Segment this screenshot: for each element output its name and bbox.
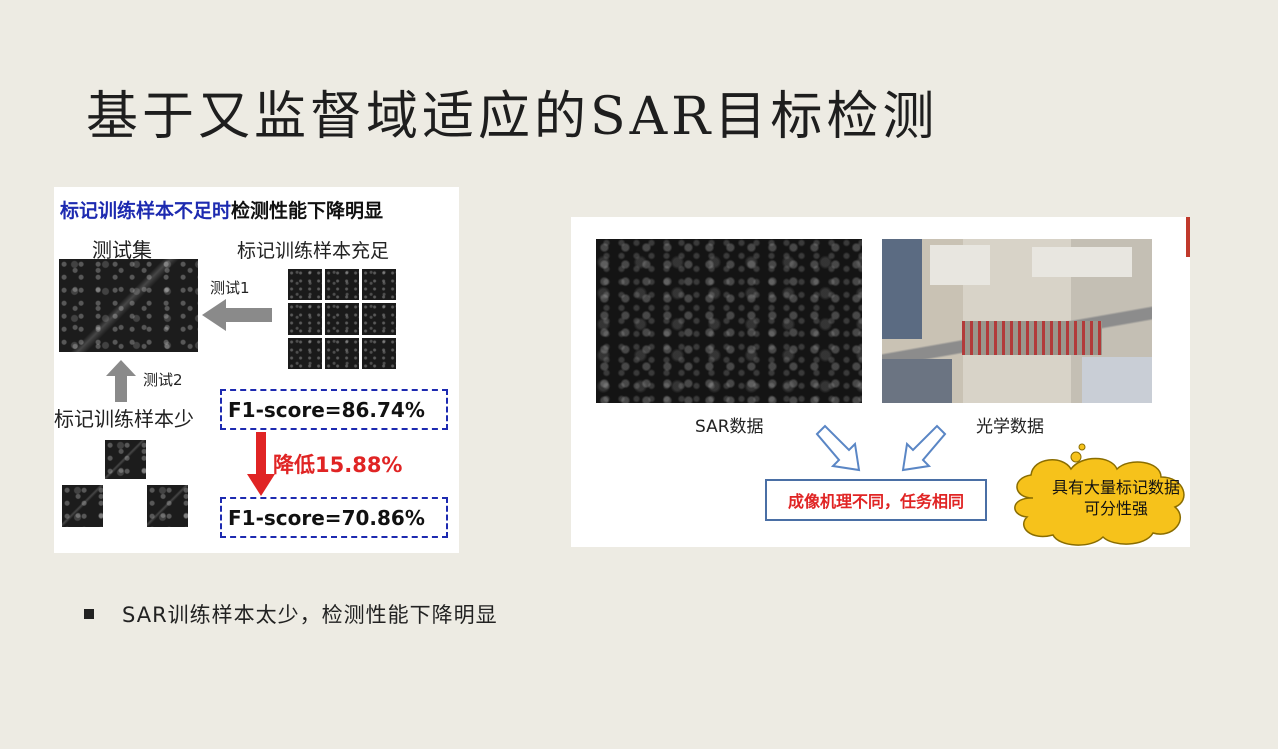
mechanism-box: 成像机理不同，任务相同	[765, 479, 987, 521]
bullet-square-icon	[84, 609, 94, 619]
cloud-text: 具有大量标记数据 可分性强	[1037, 477, 1195, 519]
cloud-text-line2: 可分性强	[1083, 499, 1148, 518]
optical-data-caption: 光学数据	[976, 417, 1044, 437]
slide-title: 基于又监督域适应的SAR目标检测	[86, 87, 939, 147]
f1-score-low: F1-score=70.86%	[220, 497, 448, 538]
f1-score-high: F1-score=86.74%	[220, 389, 448, 430]
test-set-label: 测试集	[92, 238, 152, 262]
few-samples-figure: 标记训练样本不足时检测性能下降明显 测试集 标记训练样本充足 测试1 测试2 标…	[54, 187, 459, 553]
bullet-text: SAR训练样本太少，检测性能下降明显	[122, 603, 498, 627]
arrow-down-left-icon	[901, 424, 947, 472]
figure-heading: 标记训练样本不足时检测性能下降明显	[60, 196, 383, 223]
figure-heading-rest: 检测性能下降明显	[231, 200, 384, 222]
bullet-point: SAR训练样本太少，检测性能下降明显	[84, 599, 498, 629]
drop-label: 降低15.88%	[273, 453, 403, 477]
arrow-up-icon	[106, 360, 136, 402]
few-sample-image-left	[62, 485, 103, 527]
test2-label: 测试2	[143, 371, 183, 389]
optical-data-image	[882, 239, 1152, 403]
few-sample-image-right	[147, 485, 188, 527]
few-sample-image-top	[105, 440, 146, 479]
sar-data-caption: SAR数据	[695, 417, 764, 437]
arrow-down-red-icon	[247, 432, 275, 496]
test-set-image	[59, 259, 198, 352]
thought-cloud-icon	[1014, 443, 1185, 546]
sufficient-samples-label: 标记训练样本充足	[237, 240, 390, 262]
sufficient-samples-grid	[288, 269, 396, 369]
figure-heading-highlight: 标记训练样本不足时	[60, 200, 232, 222]
arrow-left-icon	[202, 299, 272, 331]
few-samples-label: 标记训练样本少	[54, 407, 194, 431]
test1-label: 测试1	[210, 279, 250, 297]
cloud-text-line1: 具有大量标记数据	[1051, 478, 1180, 497]
domain-comparison-figure: SAR数据 光学数据 成像机理不同，任务相同 具有大量标记数据 可分性强	[571, 217, 1190, 547]
panel-edge-accent	[1186, 217, 1190, 257]
sar-data-image	[596, 239, 862, 403]
arrow-down-right-icon	[815, 424, 861, 472]
